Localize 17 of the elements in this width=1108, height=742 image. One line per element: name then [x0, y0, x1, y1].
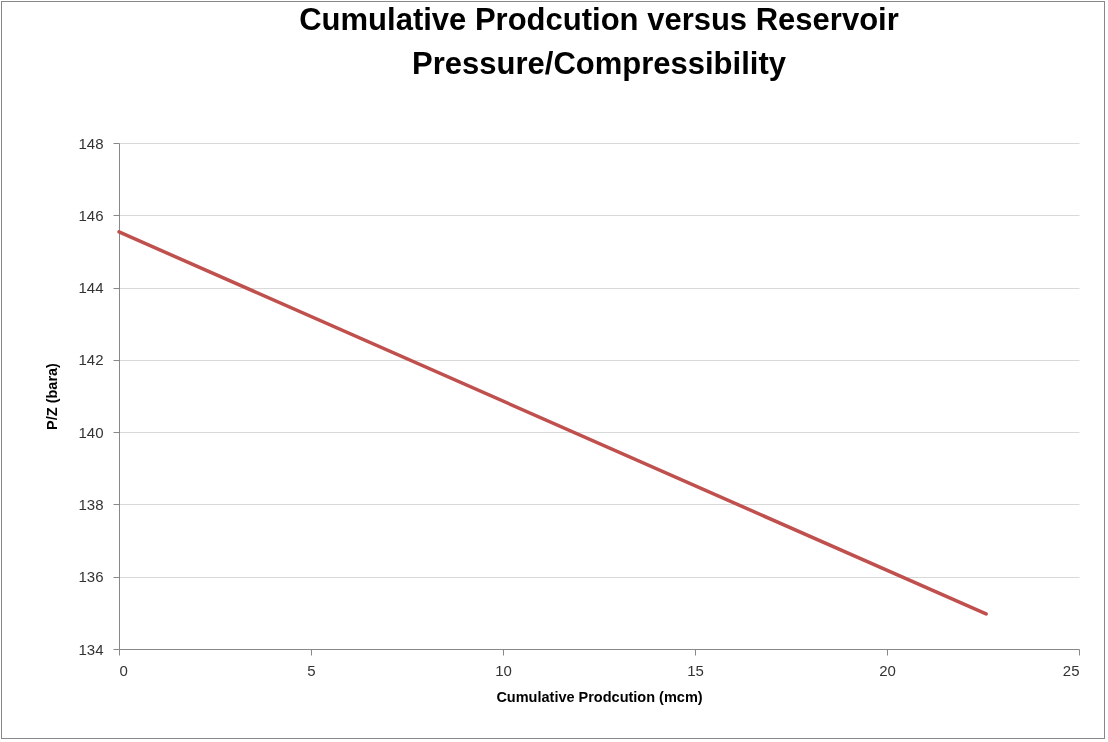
y-tick-label: 134 [78, 640, 104, 658]
y-tick-label: 140 [78, 423, 104, 441]
x-tick-label: 10 [495, 661, 512, 679]
y-tick-label: 146 [78, 206, 104, 224]
x-tick-label: 15 [687, 661, 704, 679]
x-axis-title: Cumulative Prodcution (mcm) [496, 688, 703, 705]
y-tick-label: 142 [78, 351, 104, 369]
x-tick-label: 25 [1062, 661, 1080, 679]
y-tick-label: 138 [78, 495, 104, 513]
y-tick-label: 148 [78, 134, 104, 152]
x-tick-label: 0 [119, 661, 128, 679]
chart-title: Cumulative Prodcution versus Reservoir Pressure/Compressibility [299, 2, 899, 81]
x-tick-label: 20 [879, 661, 896, 679]
y-tick-label: 136 [78, 568, 104, 586]
y-axis-title: P/Z (bara) [44, 362, 61, 430]
y-tick-label: 144 [78, 279, 104, 297]
x-tick-label: 5 [307, 661, 316, 679]
